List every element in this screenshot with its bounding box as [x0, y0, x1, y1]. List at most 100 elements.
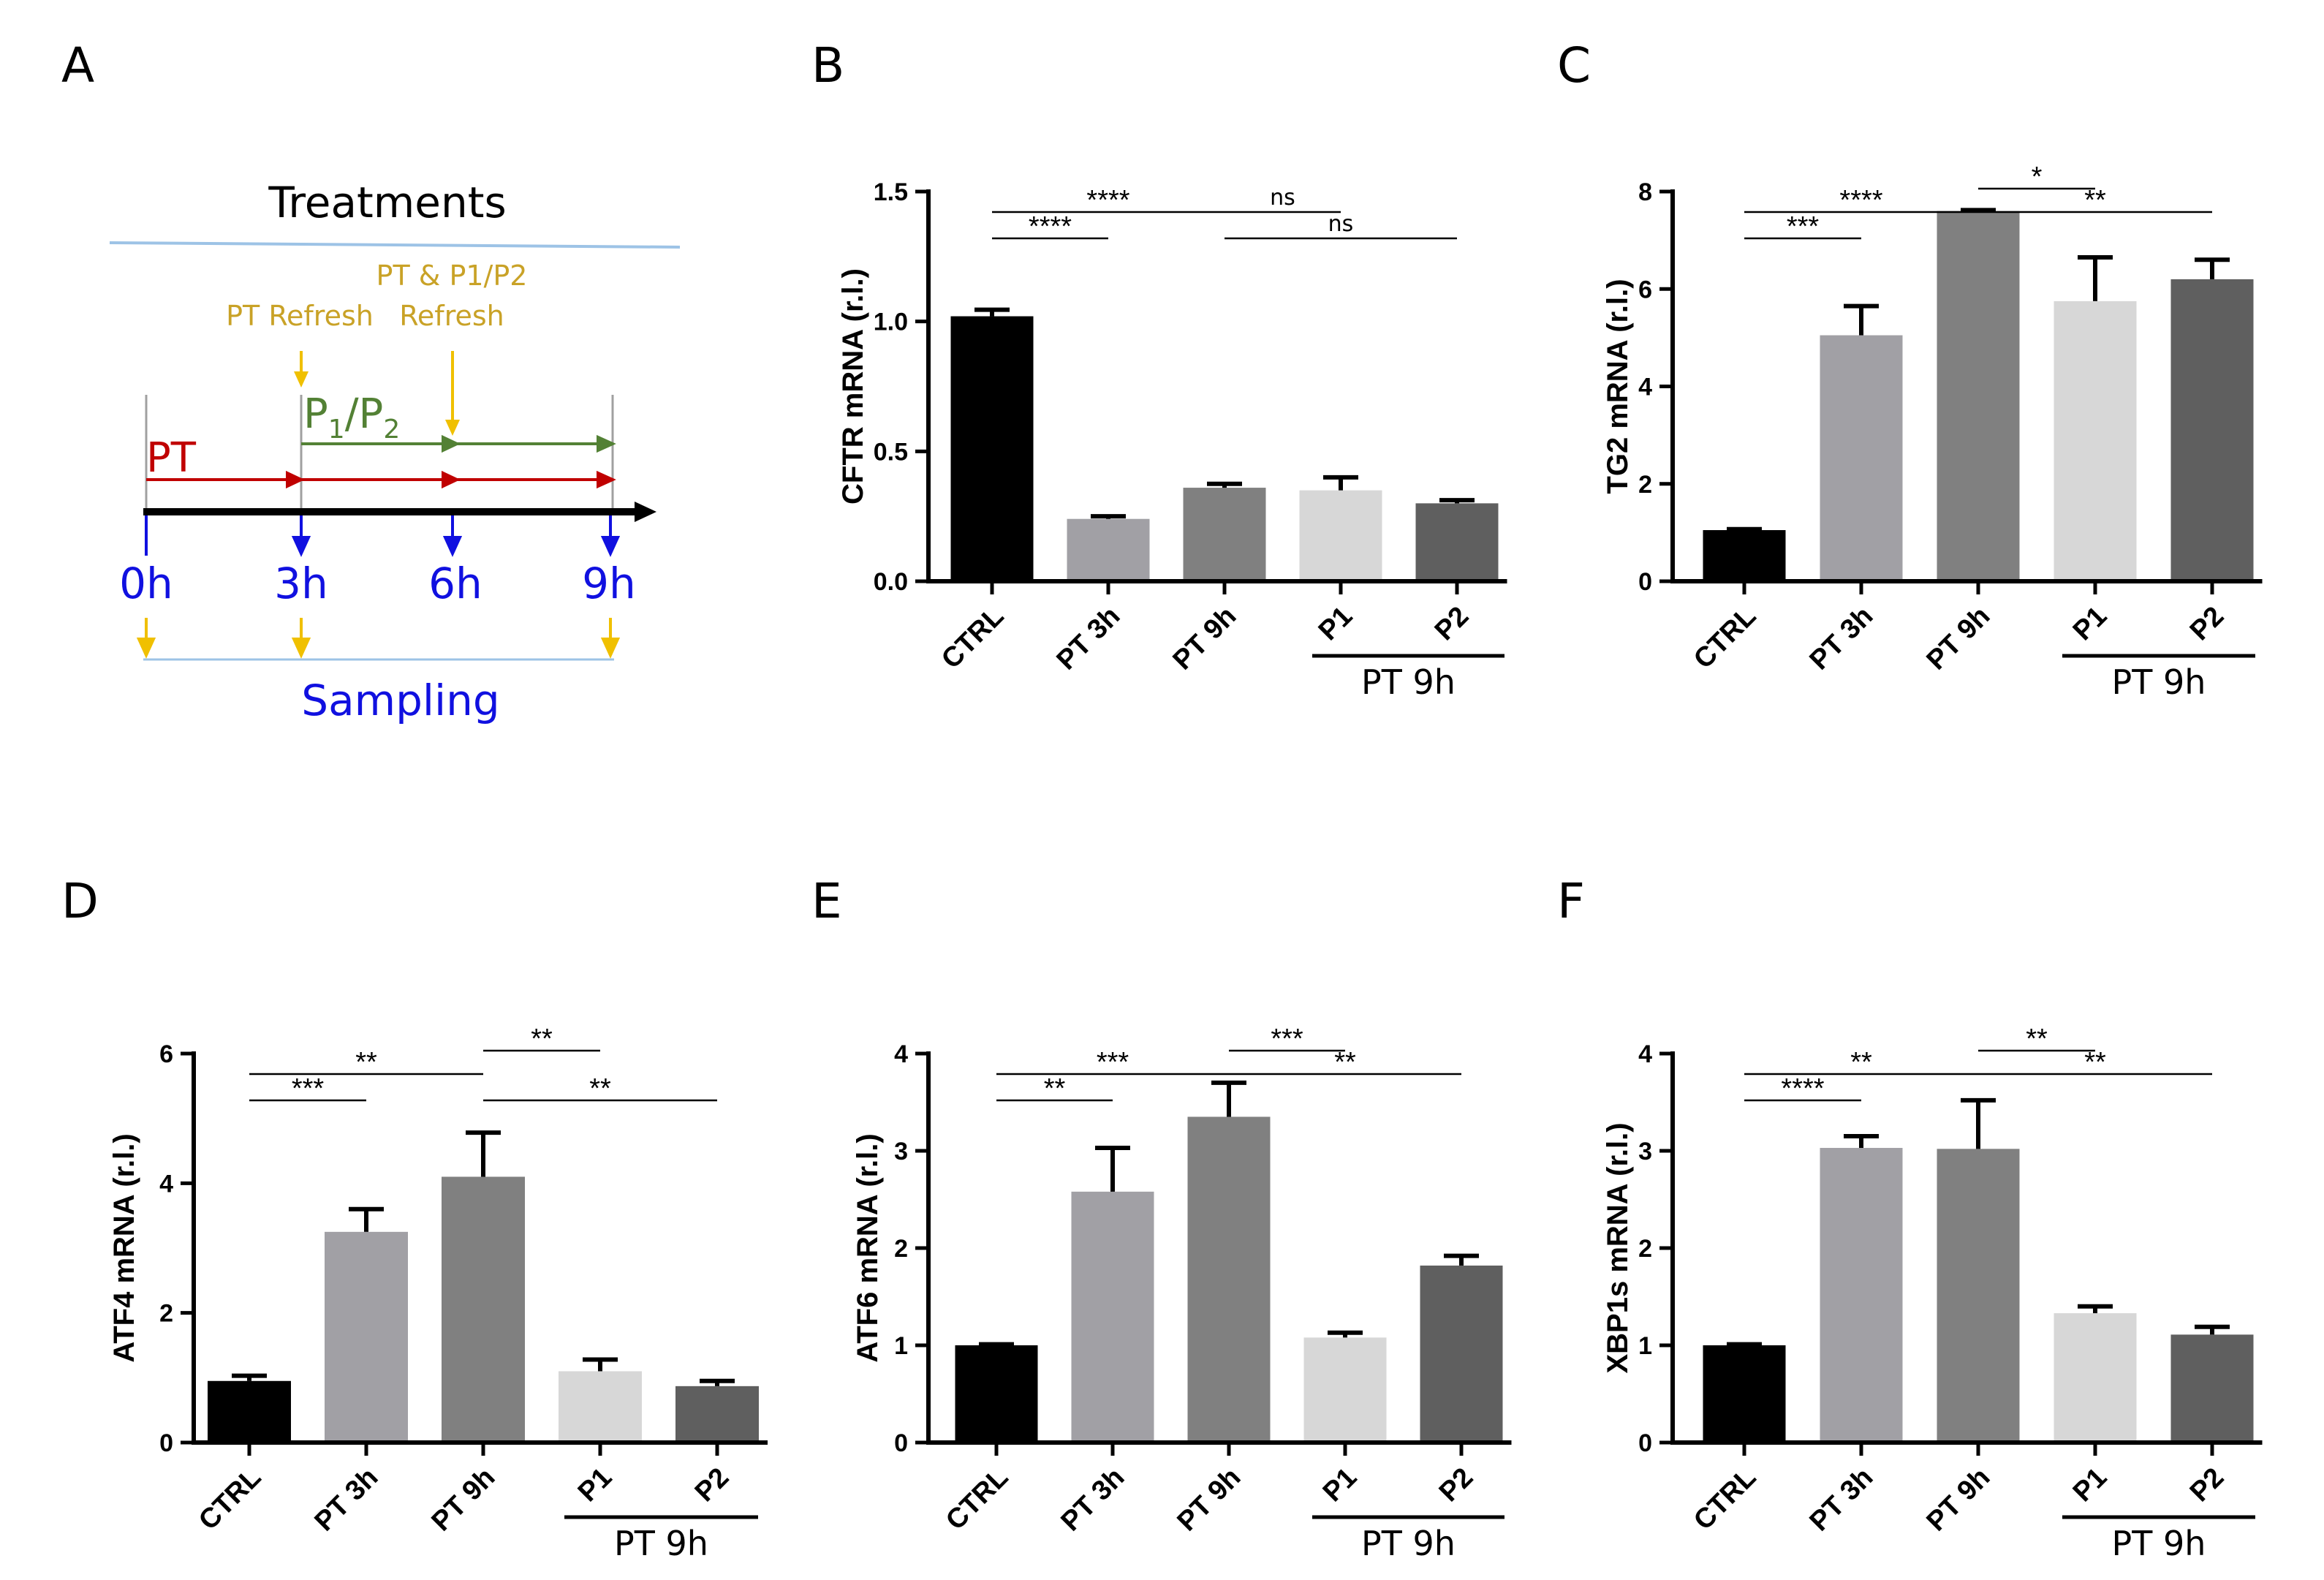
x-tick-label-ctrl: CTRL: [1688, 1462, 1762, 1536]
significance-label: **: [2026, 1024, 2048, 1054]
significance-label: **: [1044, 1073, 1066, 1104]
error-bar-p1: [1323, 475, 1358, 491]
error-bar-p1: [2078, 1304, 2113, 1314]
sampling-label: Sampling: [301, 676, 499, 725]
significance-label: **: [589, 1073, 611, 1104]
p-label-sub2: 2: [383, 415, 400, 445]
bar-p1: [1299, 490, 1382, 581]
significance-label: *: [2032, 162, 2043, 192]
error-bar-pt-3h: [1095, 1146, 1130, 1192]
error-bar-p1: [1328, 1330, 1363, 1338]
error-bar-pt-3h: [1091, 514, 1126, 519]
p1-p2-label: P1/P2: [303, 390, 400, 445]
error-bar-pt-9h: [1211, 1080, 1246, 1117]
error-bar-p1: [583, 1357, 618, 1372]
bar-ctrl: [950, 316, 1034, 581]
y-tick-label: 0: [894, 1429, 908, 1457]
pt-p1p2-refresh-label-line1: PT & P1/P2: [376, 260, 528, 292]
y-tick-label: 1.0: [874, 309, 908, 336]
y-tick-label: 4: [894, 1040, 908, 1068]
bar-p2: [1420, 1265, 1503, 1443]
error-bar-p2: [2195, 257, 2230, 279]
x-tick-label-p2: P2: [1434, 1462, 1480, 1508]
chart-panel-c: C 0 2 4 6 8 CTRL PT 3h PT 9h P1 P2 PT 9h TG2 mRNA (r…: [1557, 37, 2263, 702]
y-tick-label: 0.0: [874, 568, 908, 596]
bar-pt-9h: [1937, 1149, 2020, 1443]
bar-p2: [2170, 279, 2254, 581]
error-bar-p2: [2195, 1324, 2230, 1335]
bar-ctrl: [208, 1380, 291, 1443]
bar-pt-9h: [1187, 1116, 1271, 1443]
bar-pt-3h: [1071, 1191, 1154, 1443]
x-tick-label-pt-3h: PT 3h: [1804, 601, 1880, 676]
y-tick-label: 8: [1638, 178, 1652, 206]
y-axis-label: XBP1s mRNA (r.l.): [1602, 1122, 1634, 1373]
error-bar-p1: [2078, 254, 2113, 301]
y-tick-label: 1: [894, 1332, 908, 1360]
x-tick-label-p2: P2: [689, 1462, 735, 1508]
error-bar-pt-9h: [1961, 1097, 1996, 1149]
pt-refresh-arrow: [294, 351, 309, 388]
significance-label: ns: [1328, 211, 1354, 237]
panel-letter-f: F: [1557, 873, 1585, 929]
group-label: PT 9h: [614, 1524, 708, 1563]
pt-refresh-label: PT Refresh: [226, 300, 374, 332]
group-label: PT 9h: [1361, 662, 1456, 702]
bar-p1: [2054, 1313, 2137, 1443]
group-label: PT 9h: [2112, 662, 2206, 702]
bar-p2: [2170, 1334, 2254, 1443]
y-tick-label: 4: [159, 1170, 173, 1198]
y-tick-label: 2: [1638, 471, 1652, 499]
x-tick-label-p2: P2: [2184, 1462, 2230, 1508]
x-tick-label-ctrl: CTRL: [936, 601, 1010, 675]
pt-arrows: [146, 470, 616, 489]
pt-p1p2-refresh-arrow: [445, 351, 460, 436]
bar-ctrl: [1703, 530, 1786, 581]
error-bar-ctrl: [232, 1373, 267, 1381]
bar-p1: [1303, 1337, 1387, 1443]
significance-label: ****: [1839, 185, 1882, 216]
y-tick-label: 4: [1638, 374, 1652, 401]
significance-label: ***: [1787, 211, 1820, 242]
timeline-guides: [145, 395, 614, 512]
y-tick-label: 1: [1638, 1332, 1652, 1360]
chart-panel-d: D 0 2 4 6 CTRL PT 3h PT 9h P1 P2 PT 9h ATF4 mRNA (r…: [61, 873, 768, 1563]
bar-p1: [2054, 300, 2137, 581]
time-point-arrows: [145, 515, 621, 557]
x-tick-label-p2: P2: [1429, 601, 1475, 647]
x-tick-label-pt-9h: PT 9h: [1921, 1462, 1996, 1538]
y-tick-label: 0: [159, 1429, 173, 1457]
bar-ctrl: [955, 1345, 1038, 1443]
bar-pt-3h: [1820, 1148, 1903, 1443]
y-tick-label: 3: [1638, 1138, 1652, 1165]
y-axis-label: ATF6 mRNA (r.l.): [852, 1133, 884, 1362]
significance-label: **: [531, 1024, 553, 1054]
y-tick-label: 0: [1638, 568, 1652, 596]
x-tick-label-p2: P2: [2184, 601, 2230, 647]
significance-label: ****: [1029, 211, 1072, 242]
group-label: PT 9h: [1361, 1524, 1456, 1563]
y-tick-label: 3: [894, 1138, 908, 1165]
y-axis-label: ATF4 mRNA (r.l.): [108, 1133, 140, 1362]
panel-letter-d: D: [61, 873, 99, 929]
bar-pt-9h: [442, 1176, 525, 1443]
panel-letter-b: B: [811, 37, 844, 94]
bar-p1: [559, 1371, 642, 1443]
panel-a-timeline-diagram: A Treatments PT Refresh PT & P1/P2 Refre…: [61, 37, 681, 725]
significance-label: ***: [1271, 1024, 1303, 1054]
x-tick-label-ctrl: CTRL: [193, 1462, 267, 1536]
x-tick-label-pt-3h: PT 3h: [309, 1462, 385, 1538]
x-tick-label-p1: P1: [1317, 1462, 1363, 1508]
pt-label: PT: [146, 434, 197, 482]
significance-label: ns: [1270, 185, 1295, 211]
panel-letter-a: A: [61, 37, 94, 94]
significance-label: **: [1850, 1047, 1872, 1078]
bar-ctrl: [1703, 1345, 1786, 1443]
pt-p1p2-refresh-label-line2: Refresh: [399, 300, 504, 332]
bar-pt-3h: [1820, 335, 1903, 581]
panel-letter-c: C: [1557, 37, 1591, 94]
x-tick-label-pt-9h: PT 9h: [1167, 601, 1243, 676]
group-label: PT 9h: [2112, 1524, 2206, 1563]
bar-p2: [675, 1386, 759, 1443]
